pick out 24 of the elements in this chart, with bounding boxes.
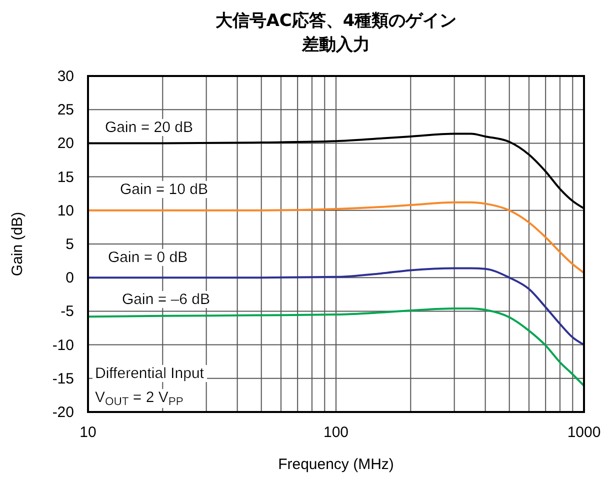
y-tick-label: -5 bbox=[60, 303, 74, 320]
annotation: Differential Input bbox=[95, 365, 205, 382]
y-tick-label: -20 bbox=[52, 404, 74, 421]
y-axis-title: Gain (dB) bbox=[9, 212, 26, 276]
x-tick-label: 10 bbox=[80, 424, 96, 441]
annotation: Gain = –6 dB bbox=[122, 291, 210, 308]
annotation: V$_{OUT}$ = 2 V$_{PP}$ bbox=[95, 389, 184, 408]
chart-subtitle: 差動入力 bbox=[301, 35, 370, 55]
y-tick-label: 0 bbox=[66, 270, 74, 287]
x-tick-label: 100 bbox=[323, 424, 349, 441]
annotation: Gain = 20 dB bbox=[105, 119, 193, 136]
y-tick-label: 30 bbox=[57, 68, 74, 85]
y-tick-label: 15 bbox=[57, 168, 74, 186]
y-tick-label: -10 bbox=[52, 336, 74, 354]
y-tick-label: 20 bbox=[57, 135, 74, 152]
y-tick-label: 10 bbox=[57, 202, 74, 220]
annotation: Gain = 10 dB bbox=[120, 181, 208, 198]
chart-title: 大信号AC応答、4種類のゲイン bbox=[215, 11, 457, 31]
y-tick-label: 25 bbox=[57, 102, 74, 119]
annotation: Gain = 0 dB bbox=[108, 249, 188, 266]
x-axis-title: Frequency (MHz) bbox=[278, 456, 394, 473]
y-tick-label: 5 bbox=[66, 236, 74, 253]
x-tick-label: 1000 bbox=[567, 424, 601, 441]
y-tick-label: -15 bbox=[52, 370, 74, 388]
